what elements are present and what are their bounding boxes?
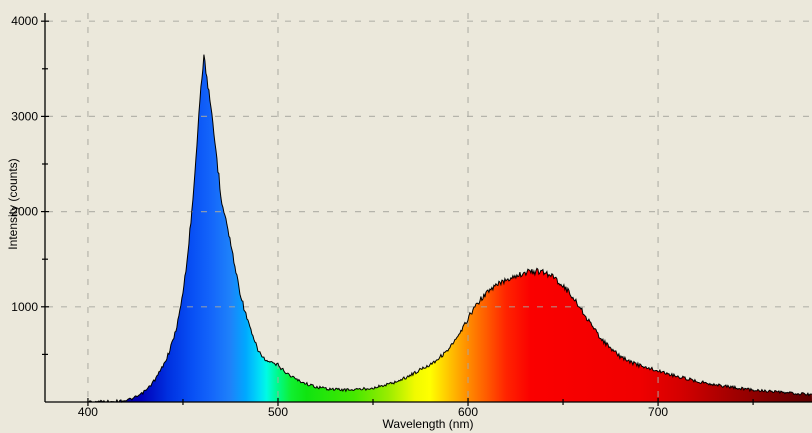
x-tick-label: 400 <box>78 405 98 419</box>
x-tick-label: 600 <box>458 405 478 419</box>
x-tick-label: 500 <box>268 405 288 419</box>
spectrum-fill <box>87 54 812 402</box>
y-tick-label: 1000 <box>11 300 38 314</box>
y-tick-label: 2000 <box>11 205 38 219</box>
y-tick-label: 4000 <box>11 14 38 28</box>
x-axis-title: Wavelength (nm) <box>382 417 474 431</box>
spectrum-curve <box>87 54 812 403</box>
y-axis-title: Intensity (counts) <box>6 158 20 250</box>
y-tick-label: 3000 <box>11 109 38 123</box>
x-tick-label: 700 <box>648 405 668 419</box>
